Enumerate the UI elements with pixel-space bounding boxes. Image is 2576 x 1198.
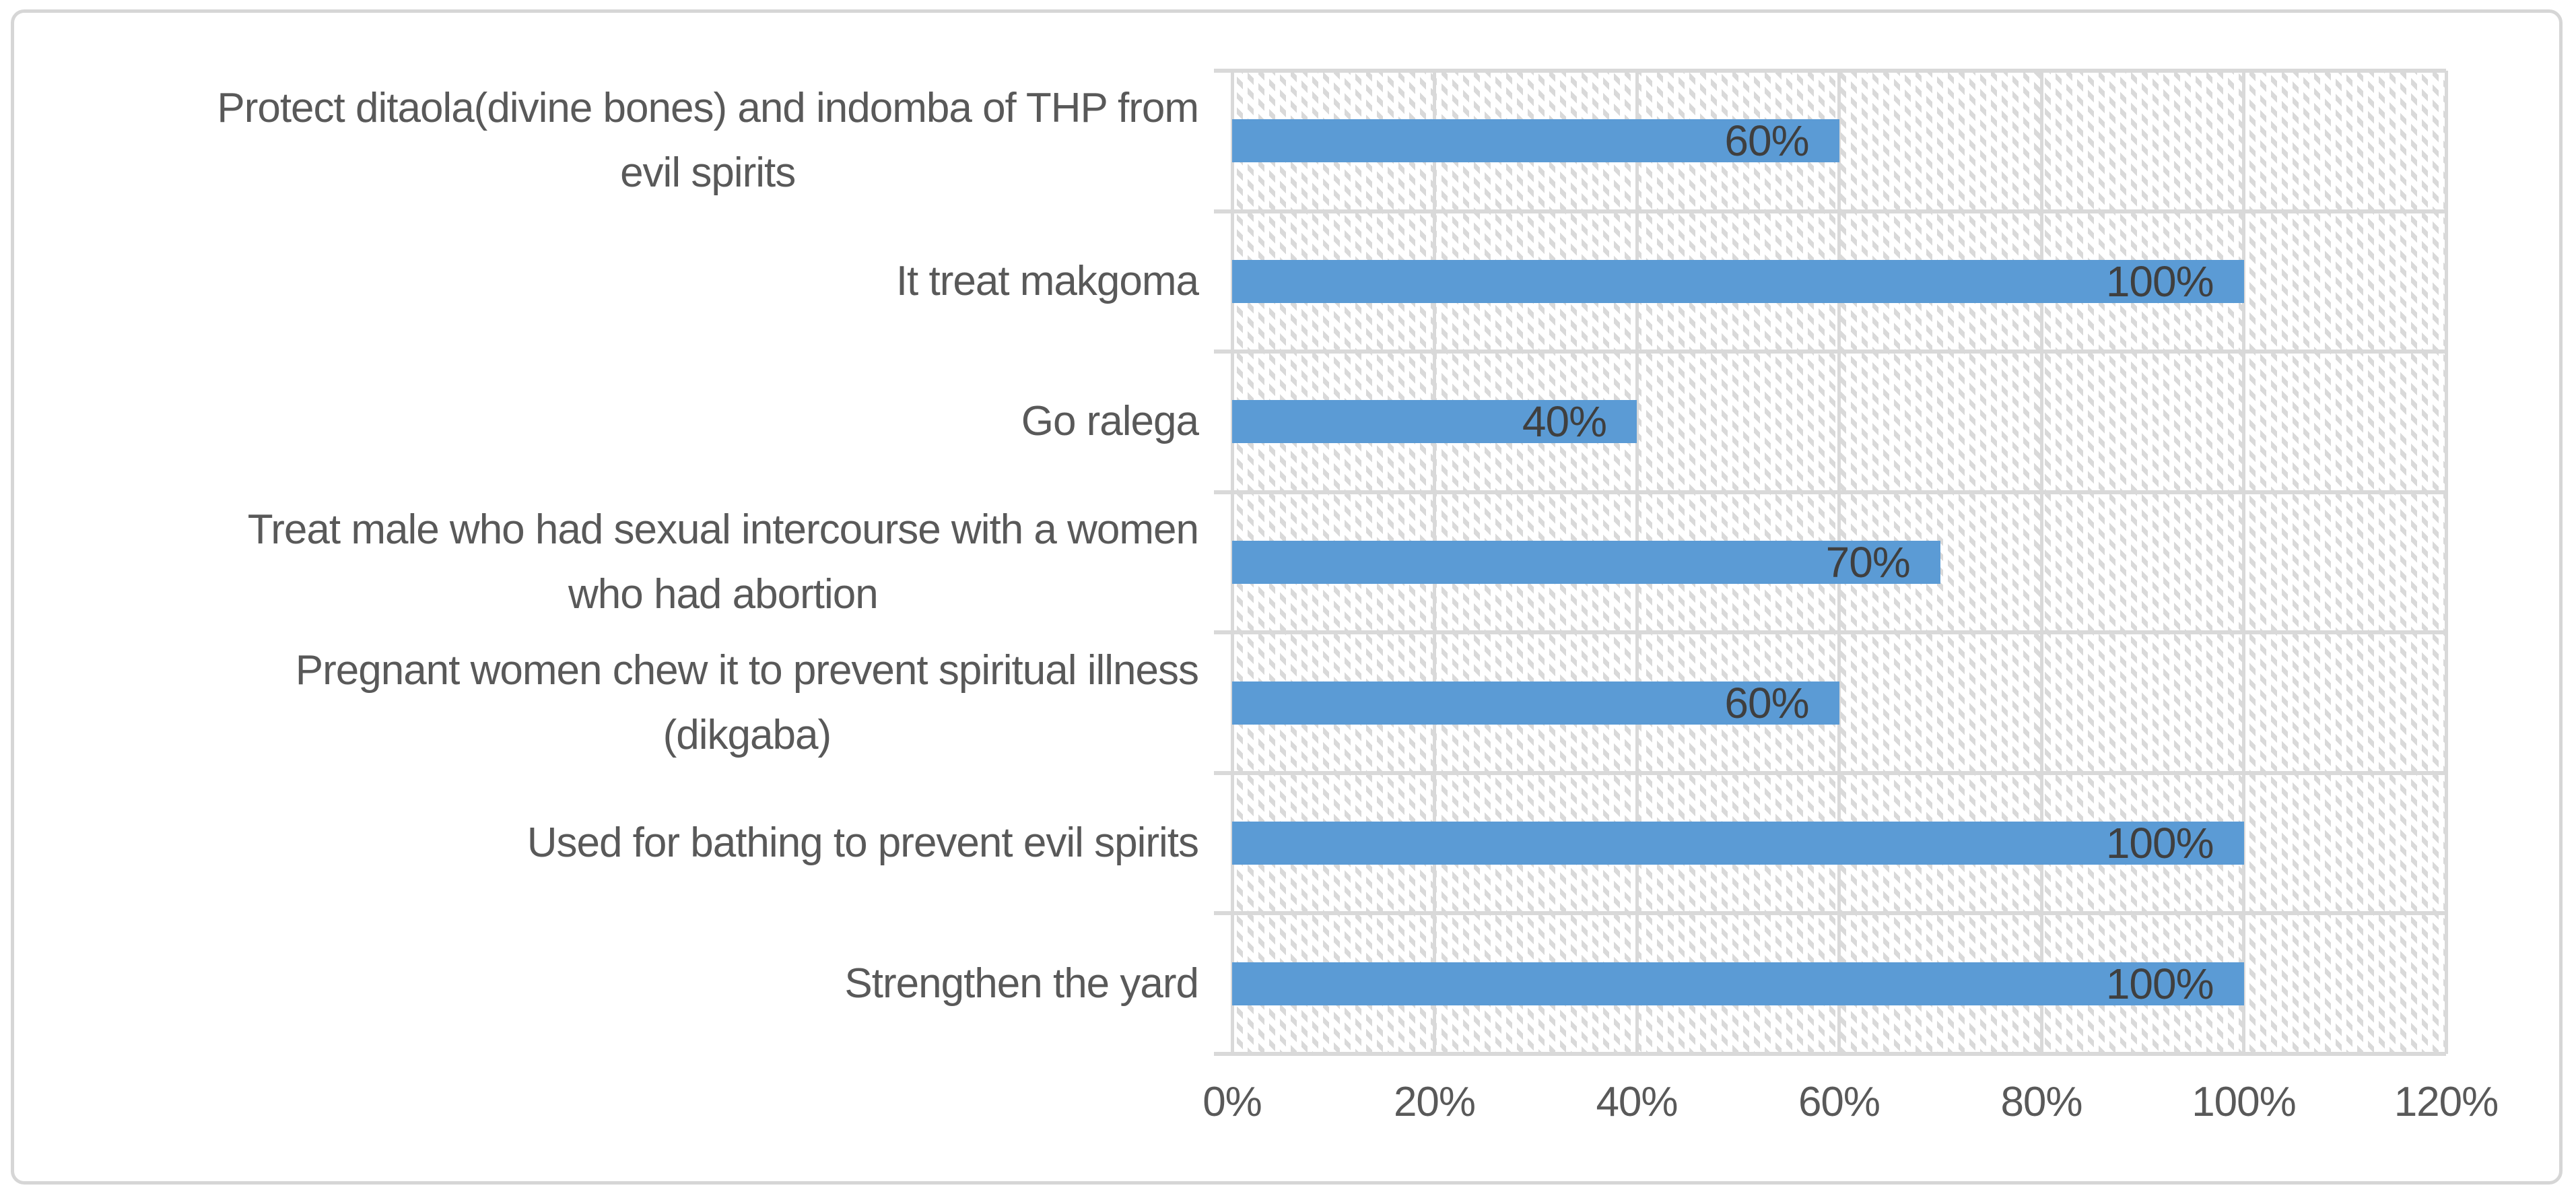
bar-value-label: 70%	[1825, 538, 1911, 587]
category-label: Go ralega	[27, 352, 1199, 492]
x-tick-label: 40%	[1596, 1079, 1678, 1125]
category-label: Pregnant women chew it to prevent spirit…	[27, 632, 1199, 773]
bar: 40%	[1232, 397, 1637, 446]
plot-area: 60% 100% 40% 70% 60% 100% 100%	[1214, 69, 2448, 1056]
bar-value-label: 100%	[2105, 257, 2214, 306]
category-label-text: Used for bathing to prevent evil spirits	[527, 820, 1199, 867]
category-label: Used for bathing to prevent evil spirits	[27, 773, 1199, 914]
x-tick-label: 80%	[2000, 1079, 2082, 1125]
horizontal-gridline	[1214, 630, 2446, 635]
category-label: It treat makgoma	[27, 211, 1199, 352]
vertical-gridline	[2444, 71, 2448, 1054]
x-tick-label: 60%	[1798, 1079, 1880, 1125]
bar: 60%	[1232, 117, 1839, 166]
bar: 70%	[1232, 541, 1940, 584]
bar: 100%	[1232, 257, 2244, 306]
horizontal-gridline	[1214, 350, 2446, 354]
horizontal-gridline	[1214, 911, 2446, 916]
category-label: Strengthen the yard	[27, 913, 1199, 1054]
bar-value-label: 100%	[2105, 819, 2214, 868]
bar-value-label: 60%	[1724, 117, 1809, 166]
bar: 100%	[1232, 822, 2244, 865]
category-label: Protect ditaola(divine bones) and indomb…	[27, 71, 1199, 211]
bar-value-label: 40%	[1522, 397, 1607, 446]
bar: 100%	[1232, 962, 2244, 1005]
category-label-text: Strengthen the yard	[844, 960, 1199, 1007]
bar: 60%	[1232, 681, 1839, 725]
vertical-gridline	[2039, 71, 2043, 1054]
horizontal-gridline	[1214, 69, 2446, 73]
horizontal-gridline	[1214, 490, 2446, 494]
x-tick-label: 120%	[2394, 1079, 2499, 1125]
horizontal-gridline	[1214, 1052, 2446, 1056]
category-label-text: Go ralega	[1021, 398, 1199, 445]
vertical-gridline	[2242, 71, 2245, 1054]
x-tick-label: 0%	[1202, 1079, 1262, 1125]
x-tick-label: 100%	[2192, 1079, 2297, 1125]
category-label-text: It treat makgoma	[895, 257, 1199, 304]
category-label-text: Pregnant women chew it to prevent spirit…	[295, 646, 1199, 758]
horizontal-gridline	[1214, 209, 2446, 213]
bar-value-label: 100%	[2105, 959, 2214, 1008]
bar-value-label: 60%	[1724, 678, 1809, 727]
category-label-text: Protect ditaola(divine bones) and indomb…	[217, 85, 1199, 197]
category-label: Treat male who had sexual intercourse wi…	[27, 492, 1199, 633]
x-tick-label: 20%	[1393, 1079, 1476, 1125]
horizontal-gridline	[1214, 770, 2446, 775]
category-label-text: Treat male who had sexual intercourse wi…	[247, 506, 1199, 618]
